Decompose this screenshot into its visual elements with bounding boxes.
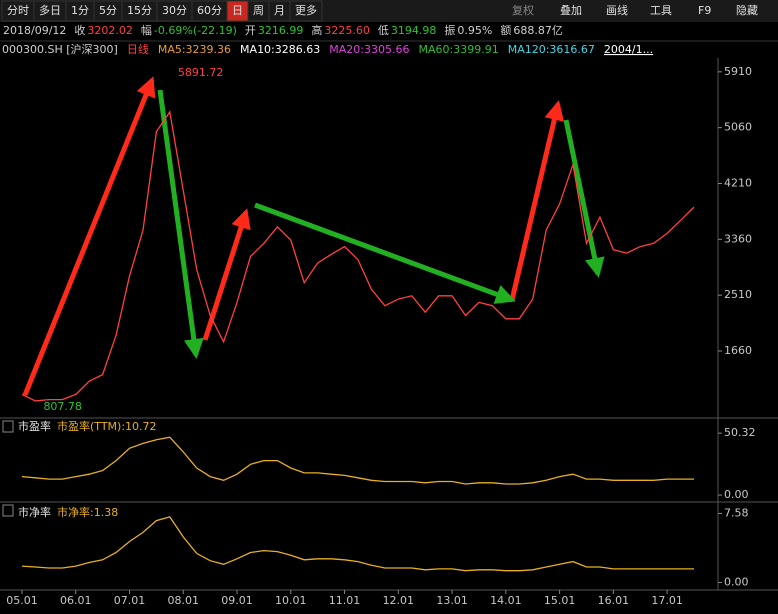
y-tick-label: 50.32	[724, 426, 756, 439]
info-item: -0.69%(-22.19)	[154, 24, 237, 37]
info-item: 3202.02	[87, 24, 133, 37]
legend-item: MA120:3616.67	[508, 43, 595, 56]
toolbar-button[interactable]: 复权	[512, 3, 534, 17]
info-item: 高	[311, 23, 322, 37]
toolbar-button[interactable]: 日	[232, 4, 243, 17]
trend-arrows	[22, 76, 605, 396]
legend-item: 日线	[127, 42, 149, 56]
x-tick-label: 08.01	[168, 594, 200, 607]
x-tick-label: 17.01	[651, 594, 683, 607]
x-tick-label: 06.01	[60, 594, 92, 607]
arrow	[22, 76, 156, 396]
arrow	[254, 202, 516, 304]
toolbar-button[interactable]: 画线	[606, 3, 628, 17]
x-tick-label: 07.01	[114, 594, 146, 607]
x-tick-label: 05.01	[6, 594, 38, 607]
legend-item: MA20:3305.66	[329, 43, 409, 56]
y-tick-label: 0.00	[724, 576, 749, 589]
info-item: 3216.99	[258, 24, 304, 37]
toolbar-button[interactable]: 5分	[99, 4, 117, 17]
info-item: 3225.60	[324, 24, 370, 37]
annotation: 807.78	[43, 400, 82, 413]
toolbar-button[interactable]: 工具	[650, 4, 672, 17]
y-tick-label: 0.00	[724, 488, 749, 501]
info-item: 低	[378, 24, 389, 37]
x-tick-label: 09.01	[221, 594, 253, 607]
info-item: 振	[444, 23, 455, 37]
legend-item: MA5:3239.36	[158, 43, 231, 56]
toolbar-button[interactable]: 30分	[162, 4, 187, 17]
y-tick-label: 5910	[724, 65, 752, 78]
info-item: 开	[245, 24, 256, 37]
series-line	[21, 516, 694, 572]
arrow	[202, 208, 251, 341]
y-tick-label: 7.58	[724, 506, 749, 519]
toolbar-button[interactable]: 60分	[197, 4, 222, 17]
arrow	[563, 119, 605, 278]
toolbar-button[interactable]: 1分	[71, 4, 89, 17]
y-tick-label: 5060	[724, 121, 752, 134]
x-tick-label: 13.01	[436, 594, 468, 607]
toolbar-button[interactable]: 分时	[7, 4, 29, 17]
info-item: 2018/09/12	[3, 24, 66, 37]
panel-title: 市净率	[18, 505, 51, 519]
info-item: 额	[500, 24, 511, 37]
info-item: 688.87亿	[513, 24, 563, 37]
legend-item: 市盈率(TTM):10.72	[57, 419, 157, 433]
arrow	[509, 100, 565, 301]
x-tick-label: 12.01	[383, 594, 415, 607]
x-tick-label: 10.01	[275, 594, 307, 607]
x-tick-label: 15.01	[544, 594, 576, 607]
series-line	[21, 436, 694, 485]
help-icon[interactable]	[2, 504, 14, 517]
y-tick-label: 2510	[724, 288, 752, 301]
panel-title: 市盈率	[18, 419, 51, 433]
toolbar-button[interactable]: 多日	[39, 3, 61, 17]
arrow	[157, 89, 204, 359]
toolbar-button[interactable]: 更多	[295, 3, 317, 17]
legend-item: 000300.SH [沪深300]	[2, 42, 118, 56]
series-line	[21, 110, 695, 402]
y-tick-label: 4210	[724, 176, 752, 189]
x-tick-label: 16.01	[598, 594, 630, 607]
toolbar-button[interactable]: 周	[253, 4, 264, 17]
x-tick-label: 14.01	[490, 594, 522, 607]
legend-item: MA10:3286.63	[240, 43, 320, 56]
annotation: 5891.72	[178, 66, 224, 79]
legend-item: 市净率:1.38	[57, 505, 118, 519]
legend-item: MA60:3399.91	[418, 43, 498, 56]
help-icon[interactable]	[2, 420, 14, 433]
toolbar-button[interactable]: 月	[274, 4, 285, 17]
y-tick-label: 1660	[724, 344, 752, 357]
info-item: 幅	[141, 24, 152, 37]
toolbar-button[interactable]: F9	[698, 4, 711, 17]
info-item: 收	[74, 23, 85, 37]
toolbar-button-bg[interactable]	[289, 0, 323, 22]
x-tick-label: 11.01	[329, 594, 361, 607]
legend-item: 2004/1...	[604, 43, 653, 56]
y-tick-label: 3360	[724, 232, 752, 245]
toolbar-button[interactable]: 15分	[127, 4, 152, 17]
toolbar-button[interactable]: 叠加	[560, 4, 582, 17]
info-item: 3194.98	[391, 24, 437, 37]
info-item: 0.95%	[457, 24, 492, 37]
toolbar-button[interactable]: 隐藏	[736, 4, 758, 17]
